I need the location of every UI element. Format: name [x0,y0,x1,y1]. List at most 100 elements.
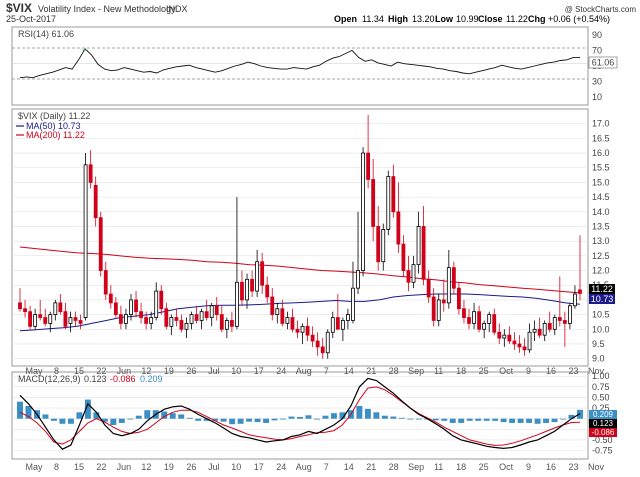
price-tick-label: 15.5 [592,163,610,173]
candle-body [255,261,260,292]
macd-grid [12,375,588,451]
candle-body [411,264,416,283]
x-tick-label: 8 [54,366,59,376]
last-ma-box [589,294,615,304]
candle-body [356,270,360,289]
candle [240,270,244,306]
candle [58,294,63,315]
candle-body [118,314,123,324]
candle-body [18,302,22,310]
candle-body [219,314,224,330]
price-legend-ma200: MA(200) 11.22 [26,130,85,140]
watermark: @ StockCharts.com [565,5,637,14]
candle-body [532,328,537,333]
candle-body [492,314,497,333]
x-tick-label: 25 [479,462,489,472]
candle [73,311,78,327]
x-tick-label: Aug [296,462,312,472]
macd-histogram-bar [297,416,303,419]
macd-histogram-bar [322,415,329,419]
candle [578,235,582,301]
macd-tick-label: 0.50 [592,392,610,402]
ma200-line [19,246,581,294]
candle-body [103,270,108,295]
candle [285,311,290,330]
candle [270,288,275,321]
macd-histogram-bar [17,401,23,419]
candle [154,282,159,321]
macd-histogram-bar [441,418,448,421]
candle [527,323,532,353]
macd-histogram-bar [339,412,346,419]
rsi-last-value: 61.06 [592,58,615,68]
candle [557,276,562,327]
rsi-overbought-fill [82,48,89,51]
macd-tick-label: 0.75 [592,382,610,392]
macd-last-signal: -0.086 [592,428,615,437]
candle-body [330,317,335,333]
candle-body [214,305,219,316]
candle-body [88,164,93,183]
macd-histogram-bar [93,412,100,419]
x-tick-label: 9 [526,462,531,472]
macd-histogram-bar [127,418,134,420]
low-label: Low [435,14,454,24]
x-tick-label: Oct [499,462,514,472]
candle [552,314,557,336]
macd-histogram-bar [220,418,227,422]
candle [512,332,517,350]
candle-body [33,314,38,327]
macd-group [17,377,583,450]
candle-body [441,299,446,304]
candle-body [134,299,138,313]
price-grid [12,123,588,359]
candle [305,317,310,342]
candle-body [108,293,113,304]
x-tick-label: 18 [456,366,466,376]
price-legend-ma50: MA(50) 10.73 [26,121,81,131]
candle-body [23,308,27,313]
exchange-label: INDX [166,4,188,14]
candle [28,305,33,330]
high-label: High [388,14,408,24]
macd-histogram-bar [305,415,312,419]
candle [507,326,512,344]
candle [325,329,330,359]
candle-body [224,320,229,330]
macd-histogram-bar [398,417,405,419]
candle-body [300,325,305,333]
candle-body [436,299,441,321]
candle-body [295,328,300,333]
candle-body [527,331,532,351]
macd-tick-label: 0.25 [592,403,610,413]
x-tick-label: 21 [366,366,376,376]
macd-legend-hist: 0.209 [140,374,163,384]
candle-body [517,343,522,348]
macd-histogram-bar [271,418,278,421]
candle [477,305,482,333]
candle-body [552,317,557,330]
price-tick-label: 13.0 [592,236,610,246]
candle [386,170,391,236]
candle [562,311,567,347]
candle [108,285,113,309]
x-tick-label: 12 [141,366,151,376]
x-tick-label: Jul [208,366,220,376]
x-tick-label: Oct [499,366,514,376]
candle [48,311,53,333]
macd-histogram-bar [432,418,439,421]
x-tick-label: 26 [186,462,196,472]
candle [53,299,58,321]
candle [462,299,466,324]
candle [18,288,22,312]
candle [78,314,83,330]
macd-histogram-bar [101,418,108,422]
candle-body [174,317,179,321]
candle-body [487,314,492,324]
price-frame [11,108,589,367]
candle-body [43,317,48,324]
x-tick-label: 9 [526,366,531,376]
candle-body [376,226,381,263]
macd-histogram-bar [67,418,74,424]
x-tick-label: 28 [389,462,399,472]
